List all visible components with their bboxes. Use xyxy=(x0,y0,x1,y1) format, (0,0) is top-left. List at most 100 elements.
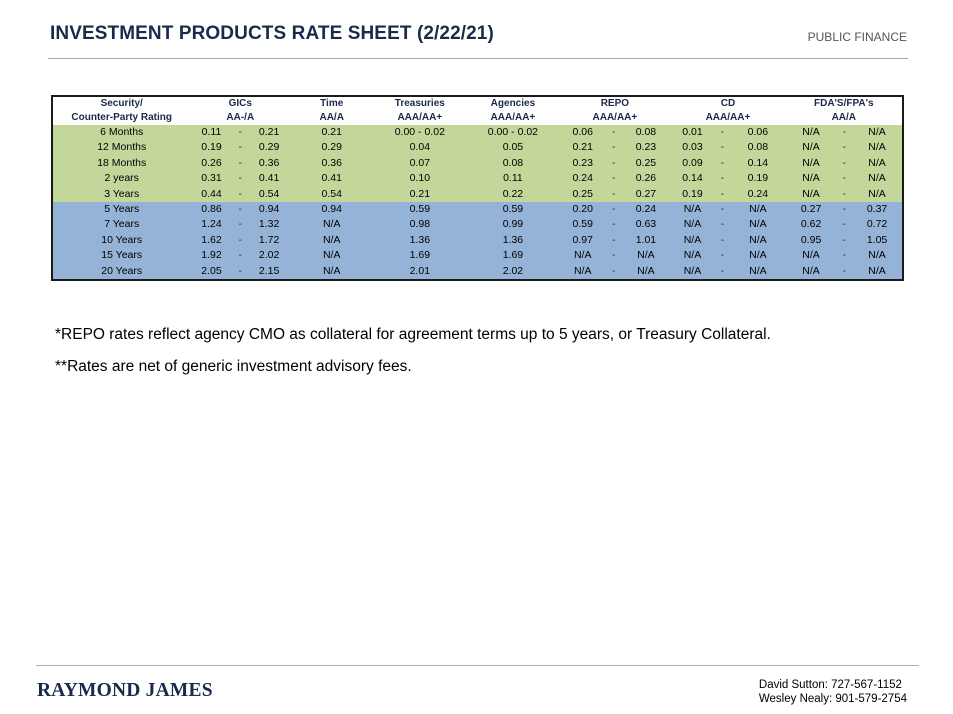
fda-low-cell: N/A xyxy=(785,186,837,203)
department-label: PUBLIC FINANCE xyxy=(807,30,907,44)
rate-table: Security/ GICs Time Treasuries Agencies … xyxy=(53,97,902,280)
gic-low-cell: 1.62 xyxy=(190,232,233,249)
rating-header: AAA/AA+ xyxy=(490,112,536,123)
rate-table-body: 6 Months 0.11-0.21 0.21 0.00 - 0.02 0.00 - 0… xyxy=(53,125,902,280)
term-cell: 10 Years xyxy=(53,232,191,249)
repo-low-cell: 0.23 xyxy=(559,155,606,172)
cd-high-cell: 0.14 xyxy=(730,155,786,172)
column-header: Agencies xyxy=(490,98,536,109)
cd-low-cell: N/A xyxy=(670,232,715,249)
range-dash: - xyxy=(836,125,853,141)
range-dash: - xyxy=(836,248,853,264)
repo-low-cell: N/A xyxy=(559,248,606,264)
range-dash: - xyxy=(606,171,622,187)
fda-high-cell: N/A xyxy=(852,171,902,187)
range-dash: - xyxy=(836,232,853,249)
agencies-cell: 0.99 xyxy=(466,217,560,233)
range-dash: - xyxy=(714,202,731,218)
range-dash: - xyxy=(232,125,249,141)
range-dash: - xyxy=(606,155,622,172)
range-dash: - xyxy=(606,217,622,233)
gic-low-cell: 1.24 xyxy=(190,217,233,233)
treasuries-cell: 0.00 - 0.02 xyxy=(373,125,467,141)
term-cell: 2 years xyxy=(53,171,191,187)
time-cell: 0.54 xyxy=(290,186,374,203)
gic-low-cell: 2.05 xyxy=(190,263,233,280)
repo-low-cell: N/A xyxy=(559,263,606,280)
gic-low-cell: 0.44 xyxy=(190,186,233,203)
treasuries-cell: 0.07 xyxy=(373,155,467,172)
repo-high-cell: 0.25 xyxy=(621,155,671,172)
repo-high-cell: 0.63 xyxy=(621,217,671,233)
range-dash: - xyxy=(606,140,622,156)
term-cell: 5 Years xyxy=(53,202,191,218)
fda-high-cell: N/A xyxy=(852,186,902,203)
gic-high-cell: 0.54 xyxy=(248,186,291,203)
range-dash: - xyxy=(232,202,249,218)
column-header: Security/ xyxy=(100,98,143,109)
term-cell: 15 Years xyxy=(53,248,191,264)
treasuries-cell: 2.01 xyxy=(373,263,467,280)
cd-high-cell: N/A xyxy=(730,263,786,280)
cd-low-cell: N/A xyxy=(670,263,715,280)
repo-low-cell: 0.25 xyxy=(559,186,606,203)
range-dash: - xyxy=(606,248,622,264)
column-header: CD xyxy=(720,98,736,109)
cd-high-cell: 0.08 xyxy=(730,140,786,156)
agencies-cell: 2.02 xyxy=(466,263,560,280)
table-row: 2 years 0.31-0.41 0.41 0.10 0.11 0.24-0.26 0.1… xyxy=(53,171,902,187)
gic-low-cell: 1.92 xyxy=(190,248,233,264)
cd-high-cell: 0.24 xyxy=(730,186,786,203)
term-cell: 7 Years xyxy=(53,217,191,233)
repo-low-cell: 0.21 xyxy=(559,140,606,156)
table-header-row-names: Security/ GICs Time Treasuries Agencies … xyxy=(53,97,902,111)
cd-low-cell: N/A xyxy=(670,217,715,233)
repo-high-cell: 0.26 xyxy=(621,171,671,187)
repo-low-cell: 0.59 xyxy=(559,217,606,233)
range-dash: - xyxy=(606,186,622,203)
header-divider xyxy=(48,58,908,59)
fda-high-cell: 0.72 xyxy=(852,217,902,233)
repo-high-cell: N/A xyxy=(621,248,671,264)
gic-high-cell: 0.29 xyxy=(248,140,291,156)
treasuries-cell: 1.36 xyxy=(373,232,467,249)
fda-high-cell: 1.05 xyxy=(852,232,902,249)
repo-high-cell: 1.01 xyxy=(621,232,671,249)
fda-low-cell: N/A xyxy=(785,248,837,264)
time-cell: N/A xyxy=(290,263,374,280)
range-dash: - xyxy=(714,155,731,172)
range-dash: - xyxy=(714,263,731,280)
agencies-cell: 1.69 xyxy=(466,248,560,264)
term-cell: 6 Months xyxy=(53,125,191,141)
fda-low-cell: 0.27 xyxy=(785,202,837,218)
repo-low-cell: 0.06 xyxy=(559,125,606,141)
cd-high-cell: N/A xyxy=(730,202,786,218)
time-cell: 0.36 xyxy=(290,155,374,172)
gic-low-cell: 0.26 xyxy=(190,155,233,172)
gic-low-cell: 0.31 xyxy=(190,171,233,187)
cd-low-cell: 0.09 xyxy=(670,155,715,172)
treasuries-cell: 0.04 xyxy=(373,140,467,156)
range-dash: - xyxy=(836,202,853,218)
range-dash: - xyxy=(714,217,731,233)
rating-header: AA/A xyxy=(831,112,857,123)
fda-low-cell: 0.62 xyxy=(785,217,837,233)
range-dash: - xyxy=(714,171,731,187)
repo-low-cell: 0.24 xyxy=(559,171,606,187)
repo-footnote: *REPO rates reflect agency CMO as collat… xyxy=(55,326,771,343)
range-dash: - xyxy=(836,155,853,172)
gic-high-cell: 0.41 xyxy=(248,171,291,187)
time-cell: N/A xyxy=(290,217,374,233)
cd-low-cell: 0.14 xyxy=(670,171,715,187)
term-cell: 3 Years xyxy=(53,186,191,203)
gic-high-cell: 2.15 xyxy=(248,263,291,280)
cd-high-cell: 0.19 xyxy=(730,171,786,187)
gic-low-cell: 0.19 xyxy=(190,140,233,156)
agencies-cell: 0.08 xyxy=(466,155,560,172)
gic-high-cell: 0.21 xyxy=(248,125,291,141)
gic-high-cell: 1.32 xyxy=(248,217,291,233)
fees-footnote: **Rates are net of generic investment ad… xyxy=(55,358,412,375)
range-dash: - xyxy=(606,202,622,218)
agencies-cell: 0.22 xyxy=(466,186,560,203)
treasuries-cell: 0.10 xyxy=(373,171,467,187)
